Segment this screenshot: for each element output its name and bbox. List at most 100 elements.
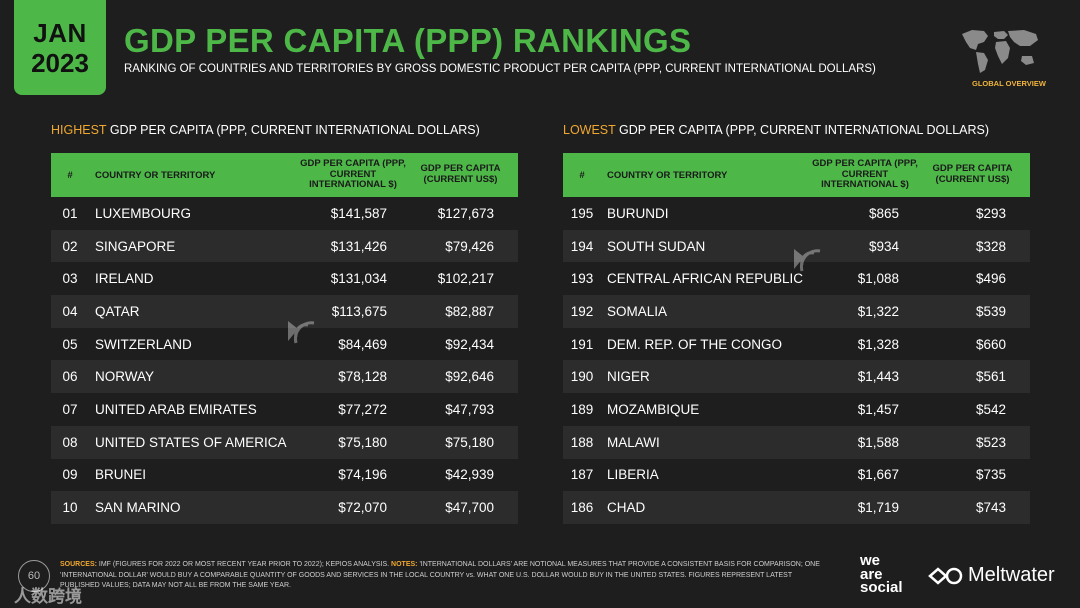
cell-name: SOMALIA [607,303,668,319]
cell-ppp: $865 [868,205,899,221]
table-row: 194 SOUTH SUDAN $934 $328 [563,229,1030,263]
cell-usd: $735 [975,467,1006,483]
cell-rank: 192 [570,303,594,319]
table-row: 09 BRUNEI $74,196 $42,939 [51,458,518,492]
cell-ppp: $1,322 [857,303,899,319]
cell-rank: 188 [570,434,594,450]
highest-table-body: 01 LUXEMBOURG $141,587 $127,673 02 SINGAPORE $… [51,197,518,524]
page-title: GDP PER CAPITA (PPP) RANKINGS [124,22,692,59]
cell-rank: 01 [62,205,78,221]
global-overview-label: GLOBAL OVERVIEW [972,79,1046,88]
page-number: 60 [18,560,50,592]
world-map-icon [962,30,1038,73]
cell-ppp: $1,443 [857,369,899,385]
cell-usd: $47,700 [445,500,494,516]
cell-name: CENTRAL AFRICAN REPUBLIC [607,271,804,287]
cell-name: QATAR [95,303,140,319]
cell-ppp: $1,328 [857,336,899,352]
lowest-table-body: 195 BURUNDI $865 $293 194 SOUTH SUDAN $934 $328… [563,197,1030,524]
cell-rank: 07 [62,401,78,417]
notes-label: NOTES: [391,561,418,568]
cell-name: BRUNEI [95,467,147,483]
table-row: 187 LIBERIA $1,667 $735 [563,458,1030,492]
cell-ppp: $75,180 [338,434,387,450]
highest-title-rest: GDP PER CAPITA (PPP, CURRENT INTERNATION… [106,123,480,137]
cell-rank: 193 [570,271,594,287]
cell-name: SAN MARINO [95,500,181,516]
watermark-icon [288,321,315,344]
highest-highlight: HIGHEST [51,123,107,137]
cell-ppp: $74,196 [338,467,387,483]
we-are-social-logo: we are social [860,552,903,594]
date-badge: JAN 2023 [14,0,106,95]
cell-ppp: $141,587 [330,205,387,221]
cell-name: DEM. REP. OF THE CONGO [607,336,783,352]
col-usd: GDP PER CAPITA (CURRENT US$) [932,163,1013,185]
col-rank: # [579,169,585,181]
cell-name: UNITED ARAB EMIRATES [95,401,257,417]
cell-rank: 02 [62,238,78,254]
cell-rank: 187 [570,467,594,483]
cell-usd: $92,434 [445,336,494,352]
cell-rank: 189 [570,401,594,417]
cell-usd: $82,887 [445,303,494,319]
sources-label: SOURCES: [60,561,97,568]
table-row: 186 CHAD $1,719 $743 [563,491,1030,524]
cell-ppp: $78,128 [338,369,387,385]
cell-rank: 10 [62,500,78,516]
table-row: 04 QATAR $113,675 $82,887 [51,295,518,328]
logo-line: we [860,552,881,569]
cell-ppp: $84,469 [338,336,387,352]
cell-name: SINGAPORE [95,238,176,254]
table-row: 05 SWITZERLAND $84,469 $92,434 [51,327,518,361]
cell-name: UNITED STATES OF AMERICA [95,434,287,450]
table-row: 02 SINGAPORE $131,426 $79,426 [51,229,518,263]
table-row: 191 DEM. REP. OF THE CONGO $1,328 $660 [563,327,1030,361]
watermark-text: 人数跨境 [14,587,82,606]
cell-rank: 04 [62,303,78,319]
cell-name: BURUNDI [607,205,669,221]
col-usd: GDP PER CAPITA (CURRENT US$) [420,163,501,185]
cell-name: LIBERIA [607,467,659,483]
page-subtitle: RANKING OF COUNTRIES AND TERRITORIES BY … [124,63,876,75]
cell-name: SOUTH SUDAN [607,238,706,254]
cell-rank: 186 [570,500,594,516]
meltwater-logo: Meltwater [928,564,1055,587]
cell-usd: $328 [975,238,1006,254]
cell-name: NORWAY [95,369,155,385]
cell-usd: $660 [975,336,1006,352]
cell-name: MALAWI [607,434,660,450]
sources-text: IMF (FIGURES FOR 2022 OR MOST RECENT YEA… [96,561,392,568]
col-name: COUNTRY OR TERRITORY [95,169,216,181]
meltwater-icon [928,566,963,585]
cell-rank: 194 [570,238,594,254]
cell-rank: 09 [62,467,78,483]
cell-ppp: $113,675 [331,303,387,319]
cell-rank: 03 [62,271,78,287]
notes-text: 'INTERNATIONAL DOLLARS' ARE NOTIONAL MEA… [60,561,820,589]
table-row: 189 MOZAMBIQUE $1,457 $542 [563,393,1030,426]
cell-rank: 06 [62,369,78,385]
cell-usd: $102,217 [437,271,494,287]
cell-name: LUXEMBOURG [95,205,192,221]
table-row: 03 IRELAND $131,034 $102,217 [51,262,518,296]
cell-usd: $75,180 [445,434,494,450]
cell-name: NIGER [607,369,650,385]
table-row: 188 MALAWI $1,588 $523 [563,425,1030,459]
table-row: 190 NIGER $1,443 $561 [563,360,1030,394]
logo-line: are [860,565,883,583]
col-ppp: GDP PER CAPITA (PPP, CURRENT INTERNATION… [812,157,918,191]
cell-usd: $92,646 [445,369,494,385]
cell-ppp: $1,588 [857,434,899,450]
cell-ppp: $1,667 [857,467,899,483]
meltwater-wordmark: Meltwater [968,564,1055,586]
cell-ppp: $1,088 [857,271,899,287]
table-row: 195 BURUNDI $865 $293 [563,197,1030,230]
table-row: 07 UNITED ARAB EMIRATES $77,272 $47,793 [51,393,518,426]
highest-section-title: HIGHEST GDP PER CAPITA (PPP, CURRENT INT… [51,123,480,137]
cell-rank: 08 [62,434,78,450]
highest-table-header: # COUNTRY OR TERRITORY GDP PER CAPITA (P… [51,153,518,197]
cell-name: IRELAND [95,271,154,287]
badge-year: 2023 [31,47,89,78]
table-row: 06 NORWAY $78,128 $92,646 [51,360,518,394]
